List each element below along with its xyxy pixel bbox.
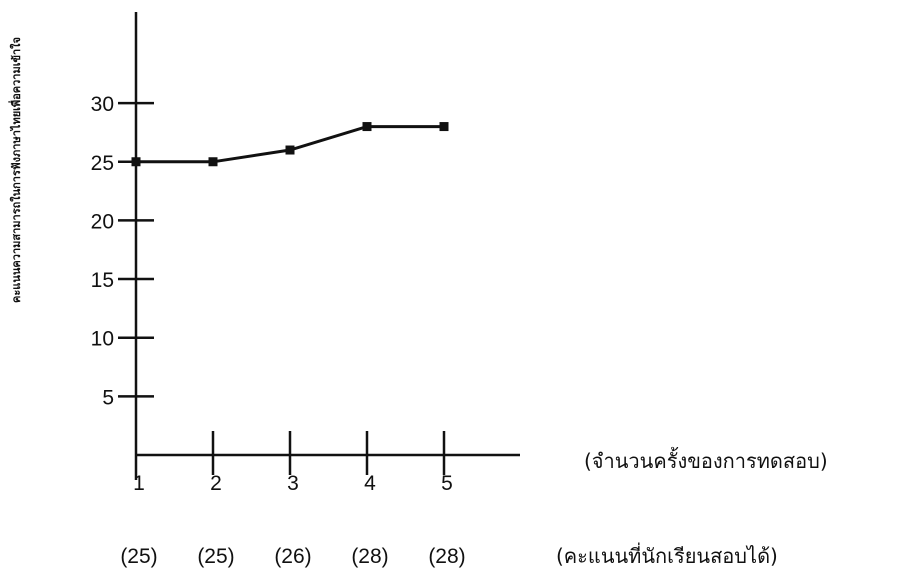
data-point [208,157,218,167]
y-axis-label: คะแนนความสามารถในการฟังภาษาไทยเพื่อความเ… [8,37,23,303]
data-point [285,145,295,155]
score-label: (28) [428,545,465,568]
y-tick-label: 15 [91,269,114,292]
y-tick-label: 10 [91,328,114,351]
score-label: (28) [351,545,388,568]
x-axis-label: (จำนวนครั้งของการทดสอบ) [584,447,828,473]
y-tick-label: 5 [102,386,114,409]
series-line [136,125,444,164]
score-label: (26) [274,545,311,568]
y-tick-label: 20 [91,210,114,233]
score-label: (25) [197,545,234,568]
x-tick-label: 3 [287,472,299,495]
y-tick-label: 25 [91,152,114,175]
axes [134,12,520,480]
x-tick-label: 5 [441,472,453,495]
x-ticks: 1 (25) 2 (25) 3 (26) 4 (28) 5 (28) [120,431,466,568]
x-tick-label: 2 [210,472,222,495]
series-group [131,122,449,167]
x-tick-label: 1 [133,472,145,495]
y-tick-label: 30 [91,93,114,116]
score-axis-label: (คะแนนที่นักเรียนสอบได้) [556,542,778,568]
x-tick-label: 4 [364,472,376,495]
score-label: (25) [120,545,157,568]
y-ticks: 5 10 15 20 25 30 [91,93,154,409]
data-point [362,122,372,132]
data-point [439,122,449,132]
data-point [131,157,141,167]
